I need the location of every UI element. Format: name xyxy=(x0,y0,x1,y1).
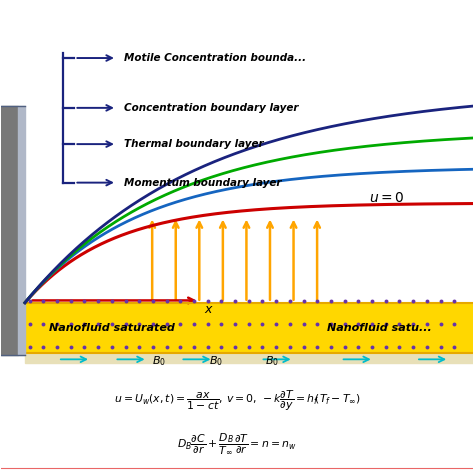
Bar xyxy=(18,106,25,355)
Text: Momentum boundary layer: Momentum boundary layer xyxy=(124,178,282,188)
Text: Nanofluid saturated: Nanofluid saturated xyxy=(48,323,174,333)
Text: $B_0$: $B_0$ xyxy=(209,354,223,368)
Text: Thermal boundary layer: Thermal boundary layer xyxy=(124,139,264,149)
Text: $B_0$: $B_0$ xyxy=(265,354,279,368)
Text: $u = 0$: $u = 0$ xyxy=(369,191,405,206)
Text: $B_0$: $B_0$ xyxy=(152,354,166,368)
Text: x: x xyxy=(204,303,211,316)
Bar xyxy=(1,106,18,355)
Text: Nanofluid satu...: Nanofluid satu... xyxy=(327,323,431,333)
Text: $D_B\dfrac{\partial C}{\partial r} + \dfrac{D_B}{T_\infty}\dfrac{\partial T}{\pa: $D_B\dfrac{\partial C}{\partial r} + \df… xyxy=(177,432,297,457)
Bar xyxy=(25,303,473,353)
Text: Motile Concentration bounda...: Motile Concentration bounda... xyxy=(124,53,306,63)
Bar xyxy=(25,353,473,363)
Text: $u = U_w(x,t) = \dfrac{ax}{1-ct},\,v = 0,\,-k\dfrac{\partial T}{\partial y} = h_: $u = U_w(x,t) = \dfrac{ax}{1-ct},\,v = 0… xyxy=(114,389,360,413)
Text: Concentration boundary layer: Concentration boundary layer xyxy=(124,103,299,113)
